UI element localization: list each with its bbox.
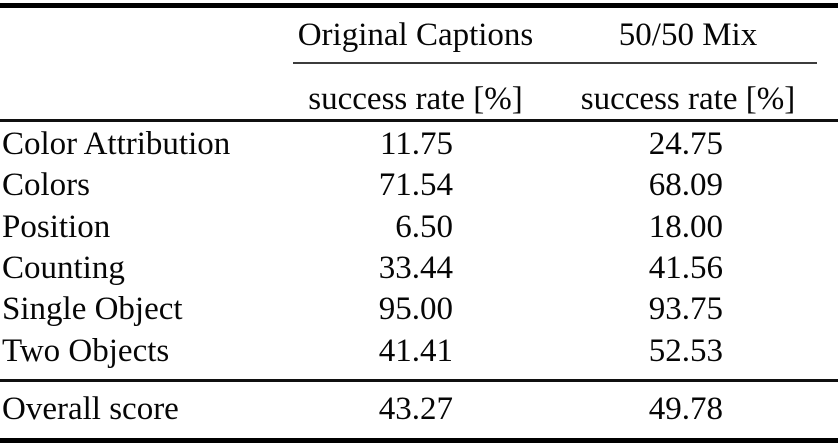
subheader-row: success rate [%] success rate [%] bbox=[0, 76, 838, 122]
bottom-rule bbox=[0, 438, 838, 443]
row-label: Color Attribution bbox=[2, 126, 231, 162]
table-row: Position 6.50 18.00 bbox=[0, 207, 838, 248]
row-label: Two Objects bbox=[2, 333, 170, 369]
value-50-50-mix: 52.53 bbox=[648, 333, 723, 369]
value-original-captions: 95.00 bbox=[378, 291, 453, 327]
table-row: Single Object 95.00 93.75 bbox=[0, 289, 838, 330]
value-50-50-mix: 93.75 bbox=[648, 291, 723, 327]
value-50-50-mix: 68.09 bbox=[648, 167, 723, 203]
value-50-50-mix: 24.75 bbox=[648, 126, 723, 162]
value-original-captions: 43.27 bbox=[378, 390, 453, 427]
table-row: Color Attribution 11.75 24.75 bbox=[0, 124, 838, 165]
value-original-captions: 71.54 bbox=[378, 167, 453, 203]
row-label: Overall score bbox=[2, 390, 179, 427]
body-footer-divider-rule bbox=[0, 379, 838, 382]
subheader-success-rate-original: success rate [%] bbox=[308, 80, 523, 117]
value-original-captions: 11.75 bbox=[379, 126, 453, 162]
overall-score-row: Overall score 43.27 49.78 bbox=[0, 386, 838, 432]
table-row: Two Objects 41.41 52.53 bbox=[0, 331, 838, 372]
table-row: Counting 33.44 41.56 bbox=[0, 248, 838, 289]
header-body-divider-rule bbox=[0, 119, 838, 122]
row-label: Counting bbox=[2, 250, 125, 286]
table-row: Colors 71.54 68.09 bbox=[0, 165, 838, 206]
value-50-50-mix: 18.00 bbox=[648, 209, 723, 245]
row-label: Single Object bbox=[2, 291, 183, 327]
column-group-header-row: Original Captions 50/50 Mix bbox=[0, 8, 838, 62]
row-label: Position bbox=[2, 209, 111, 245]
row-label: Colors bbox=[2, 167, 91, 203]
value-50-50-mix: 41.56 bbox=[648, 250, 723, 286]
column-group-50-50-mix: 50/50 Mix bbox=[618, 16, 758, 53]
value-original-captions: 33.44 bbox=[378, 250, 453, 286]
column-group-original-captions: Original Captions bbox=[297, 16, 534, 53]
top-rule bbox=[0, 3, 838, 8]
column-group-underline-rule bbox=[293, 62, 817, 64]
value-original-captions: 6.50 bbox=[395, 209, 453, 245]
value-original-captions: 41.41 bbox=[378, 333, 453, 369]
value-50-50-mix: 49.78 bbox=[648, 390, 723, 427]
subheader-success-rate-mix: success rate [%] bbox=[580, 80, 796, 117]
